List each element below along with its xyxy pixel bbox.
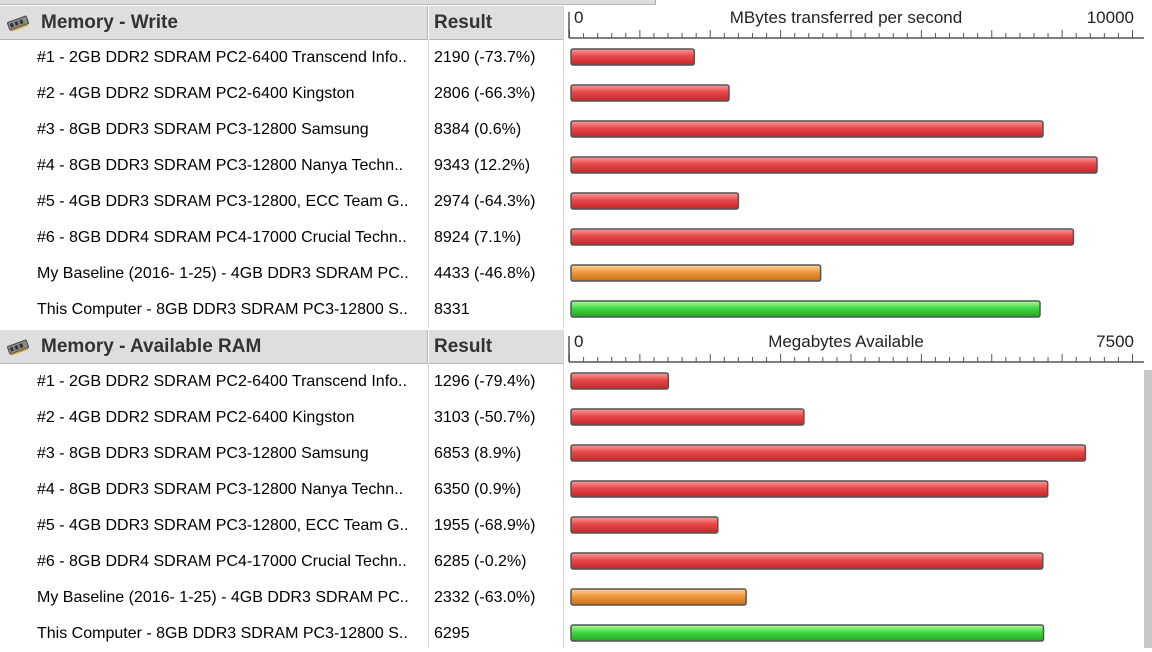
comparison-bar xyxy=(570,228,1075,246)
row-result: 1296 (-79.4%) xyxy=(434,373,536,390)
memory-module-icon xyxy=(7,15,29,32)
comparison-bar xyxy=(570,408,805,426)
memory-available-ram-chart: 0 Megabytes Available 7500 xyxy=(568,332,1144,642)
axis-title: Megabytes Available xyxy=(768,332,924,351)
row-result: 2806 (-66.3%) xyxy=(434,85,536,102)
axis-min-label: 0 xyxy=(574,8,583,27)
section-header[interactable]: Memory - Available RAM xyxy=(0,330,428,364)
result-column-label: Result xyxy=(434,12,493,33)
row-result: 2974 (-64.3%) xyxy=(434,193,536,210)
row-result: 6350 (0.9%) xyxy=(434,481,522,498)
chart-axis xyxy=(568,12,1144,39)
tab-stub[interactable] xyxy=(310,0,406,5)
row-result: 6295 xyxy=(434,625,470,642)
tab-strip xyxy=(0,0,1152,5)
tab-stub[interactable] xyxy=(120,0,216,5)
this-computer-bar xyxy=(570,300,1041,318)
baseline-bar xyxy=(570,264,822,282)
section-header[interactable]: Memory - Write xyxy=(0,6,428,40)
tab-stub[interactable] xyxy=(525,0,656,5)
row-result: 9343 (12.2%) xyxy=(434,157,531,174)
row-result: 6285 (-0.2%) xyxy=(434,553,527,570)
row-label: #5 - 4GB DDR3 SDRAM PC3-12800, ECC Team … xyxy=(37,193,409,210)
comparison-bar xyxy=(570,48,696,66)
axis-min-label: 0 xyxy=(574,332,583,351)
row-label: This Computer - 8GB DDR3 SDRAM PC3-12800… xyxy=(37,301,408,318)
row-result: 3103 (-50.7%) xyxy=(434,409,536,426)
column-divider xyxy=(563,330,564,648)
row-label: #5 - 4GB DDR3 SDRAM PC3-12800, ECC Team … xyxy=(37,517,409,534)
row-label: My Baseline (2016- 1-25) - 4GB DDR3 SDRA… xyxy=(37,589,409,606)
comparison-bar xyxy=(570,372,670,390)
memory-module-icon xyxy=(7,339,29,356)
row-label: #2 - 4GB DDR2 SDRAM PC2-6400 Kingston xyxy=(37,409,355,426)
comparison-bar xyxy=(570,192,740,210)
tab-stub[interactable] xyxy=(405,0,526,5)
memory-write-chart: 0 MBytes transferred per second 10000 xyxy=(568,8,1144,318)
result-column-header[interactable]: Result xyxy=(429,6,564,40)
comparison-bar xyxy=(570,120,1044,138)
column-divider xyxy=(428,364,429,648)
row-label: #2 - 4GB DDR2 SDRAM PC2-6400 Kingston xyxy=(37,85,355,102)
row-label: #4 - 8GB DDR3 SDRAM PC3-12800 Nanya Tech… xyxy=(37,481,404,498)
section-title: Memory - Available RAM xyxy=(41,336,262,357)
comparison-bar xyxy=(570,552,1044,570)
memory-write-section: Memory - Write Result #1 - 2GB DDR2 SDRA… xyxy=(0,6,1152,328)
axis-max-label: 7500 xyxy=(1096,332,1134,351)
comparison-bar xyxy=(570,444,1087,462)
section-title: Memory - Write xyxy=(41,12,178,33)
row-result: 8924 (7.1%) xyxy=(434,229,522,246)
column-divider xyxy=(563,6,564,328)
tab-stub[interactable] xyxy=(215,0,311,5)
axis-max-label: 10000 xyxy=(1087,8,1134,27)
row-label: #1 - 2GB DDR2 SDRAM PC2-6400 Transcend I… xyxy=(37,373,407,390)
row-label: #3 - 8GB DDR3 SDRAM PC3-12800 Samsung xyxy=(37,445,369,462)
row-result: 6853 (8.9%) xyxy=(434,445,522,462)
row-result: 2190 (-73.7%) xyxy=(434,49,536,66)
row-label: #6 - 8GB DDR4 SDRAM PC4-17000 Crucial Te… xyxy=(37,553,407,570)
comparison-bar xyxy=(570,156,1098,174)
row-label: #4 - 8GB DDR3 SDRAM PC3-12800 Nanya Tech… xyxy=(37,157,404,174)
row-result: 1955 (-68.9%) xyxy=(434,517,536,534)
comparison-bar xyxy=(570,84,730,102)
row-label: My Baseline (2016- 1-25) - 4GB DDR3 SDRA… xyxy=(37,265,409,282)
result-column-header[interactable]: Result xyxy=(429,330,564,364)
memory-available-ram-section: Memory - Available RAM Result #1 - 2GB D… xyxy=(0,330,1152,648)
row-result: 8331 xyxy=(434,301,470,318)
this-computer-bar xyxy=(570,624,1045,642)
row-label: #3 - 8GB DDR3 SDRAM PC3-12800 Samsung xyxy=(37,121,369,138)
result-column-label: Result xyxy=(434,336,493,357)
row-label: #6 - 8GB DDR4 SDRAM PC4-17000 Crucial Te… xyxy=(37,229,407,246)
row-label: #1 - 2GB DDR2 SDRAM PC2-6400 Transcend I… xyxy=(37,49,407,66)
row-result: 2332 (-63.0%) xyxy=(434,589,536,606)
column-divider xyxy=(428,40,429,328)
baseline-bar xyxy=(570,588,747,606)
vertical-scrollbar[interactable] xyxy=(1144,370,1152,648)
tab-stub[interactable] xyxy=(0,0,121,5)
comparison-bar xyxy=(570,516,719,534)
chart-axis xyxy=(568,336,1144,363)
row-label: This Computer - 8GB DDR3 SDRAM PC3-12800… xyxy=(37,625,408,642)
row-result: 4433 (-46.8%) xyxy=(434,265,536,282)
comparison-bar xyxy=(570,480,1049,498)
axis-title: MBytes transferred per second xyxy=(730,8,962,27)
row-result: 8384 (0.6%) xyxy=(434,121,522,138)
